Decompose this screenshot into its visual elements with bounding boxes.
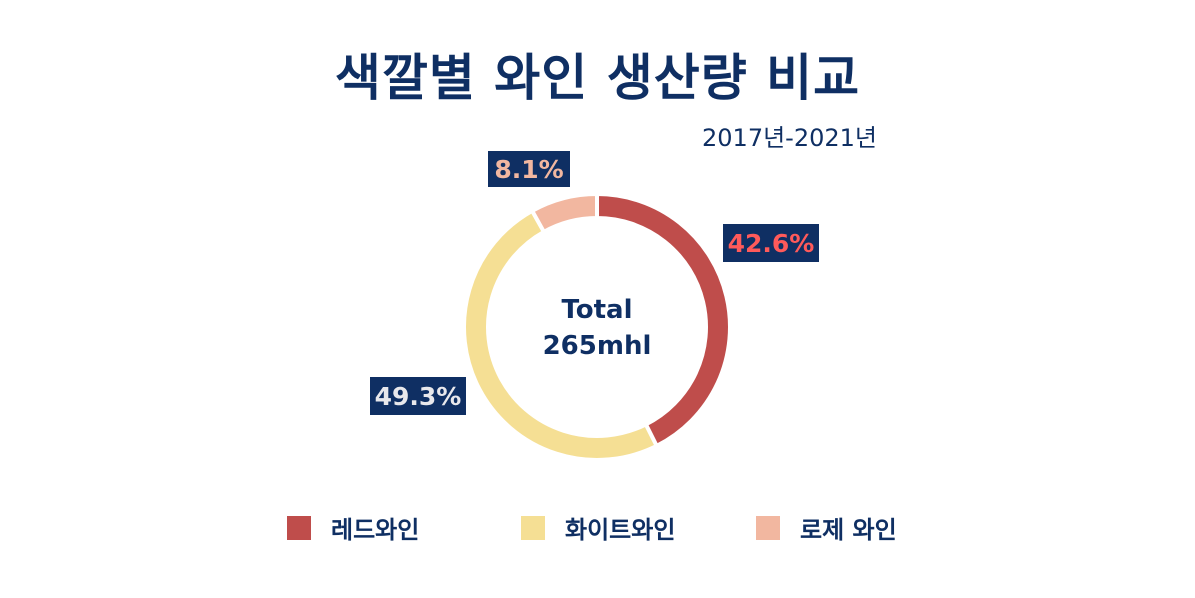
- svg-text:8.1%: 8.1%: [494, 155, 563, 184]
- value-label-rose-wine: 8.1%: [488, 151, 570, 187]
- legend-label-white-wine: 화이트와인: [565, 516, 676, 544]
- chart-subtitle: 2017년-2021년: [702, 124, 877, 152]
- svg-text:42.6%: 42.6%: [728, 229, 815, 258]
- legend-item-rose-wine: 로제 와인: [756, 510, 897, 545]
- value-label-white-wine: 49.3%: [370, 377, 466, 415]
- value-label-red-wine: 42.6%: [723, 224, 819, 262]
- legend-swatch-white-wine: [521, 515, 545, 540]
- slice-rose-wine: [529, 191, 599, 235]
- chart-title: 색깔별 와인 생산량 비교: [334, 49, 861, 107]
- legend-item-white-wine: 화이트와인: [521, 510, 675, 545]
- legend-swatch-red-wine: [287, 515, 311, 540]
- legend-swatch-rose-wine: [756, 515, 780, 540]
- legend: 레드와인 화이트와인 로제 와인: [0, 510, 1195, 544]
- legend-label-rose-wine: 로제 와인: [800, 516, 897, 544]
- legend-item-red-wine: 레드와인: [287, 510, 419, 545]
- center-label-amount: 265mhl: [543, 331, 652, 361]
- svg-text:49.3%: 49.3%: [375, 382, 462, 411]
- legend-label-red-wine: 레드와인: [331, 516, 420, 544]
- center-label-total: Total: [561, 295, 632, 325]
